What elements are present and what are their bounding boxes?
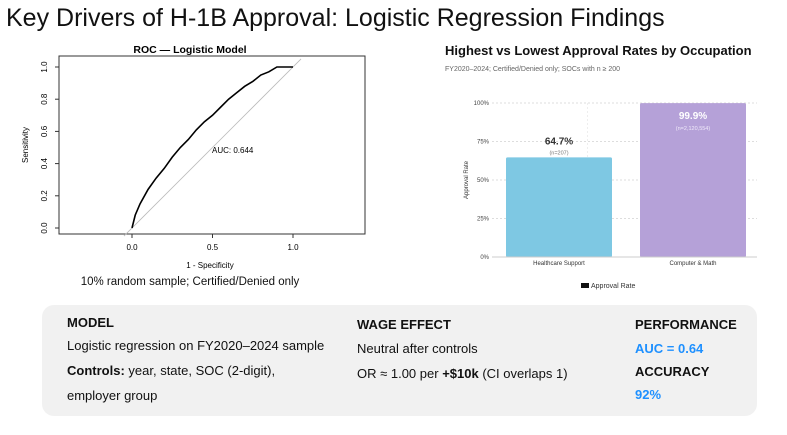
roc-title: ROC — Logistic Model: [133, 44, 246, 56]
roc-ytick-label: 0.8: [40, 93, 49, 105]
roc-ytick-label: 0.0: [40, 222, 49, 234]
bar-subtitle: FY2020–2024; Certified/Denied only; SOCs…: [445, 66, 621, 73]
bar-0: [506, 157, 612, 257]
model-controls: Controls: year, state, SOC (2-digit),: [67, 363, 275, 378]
roc-xlabel: 1 - Specificity: [186, 261, 234, 270]
roc-ytick-label: 0.6: [40, 125, 49, 137]
bar-value-label: 64.7%: [545, 136, 573, 147]
roc-caption: 10% random sample; Certified/Denied only: [80, 276, 300, 288]
or-increment: +$10k: [442, 366, 479, 381]
bar-n-label: (n=207): [549, 150, 568, 156]
bar-ytick-label: 50%: [477, 178, 490, 184]
roc-xtick-label: 0.0: [126, 243, 138, 252]
roc-ytick-label: 1.0: [40, 61, 49, 73]
wage-odds-ratio: OR ≈ 1.00 per +$10k (CI overlaps 1): [357, 366, 568, 381]
model-description: Logistic regression on FY2020–2024 sampl…: [67, 338, 325, 353]
bar-ytick-label: 75%: [477, 140, 490, 146]
bar-ytick-label: 100%: [474, 101, 490, 107]
bar-category-label: Computer & Math: [669, 261, 716, 267]
roc-reference-line: [123, 58, 302, 237]
wage-heading: WAGE EFFECT: [357, 317, 451, 332]
bar-ytick-label: 0%: [480, 255, 489, 261]
controls-label: Controls:: [67, 363, 125, 378]
or-ci: (CI overlaps 1): [478, 366, 568, 381]
bar-n-label: (n=2,120,554): [676, 126, 711, 132]
bar-title: Highest vs Lowest Approval Rates by Occu…: [445, 43, 752, 58]
roc-ytick-label: 0.2: [40, 190, 49, 202]
roc-xtick-label: 1.0: [287, 243, 299, 252]
auc-value: AUC = 0.64: [635, 341, 704, 356]
slide-title: Key Drivers of H-1B Approval: Logistic R…: [6, 4, 665, 32]
bar-ytick-label: 25%: [477, 217, 490, 223]
model-heading: MODEL: [67, 315, 114, 330]
model-controls-cont: employer group: [67, 388, 158, 403]
roc-plot-frame: [58, 55, 366, 235]
accuracy-value: 92%: [635, 387, 662, 402]
controls-list: year, state, SOC (2-digit),: [124, 363, 276, 378]
roc-chart: ROC — Logistic Model 0.0 0.5 1.0 0.0 0.2 0.4 0…: [21, 44, 366, 270]
summary-panel: MODEL Logistic regression on FY2020–2024…: [42, 305, 757, 416]
performance-heading: PERFORMANCE: [635, 317, 737, 332]
roc-auc-annotation: AUC: 0.644: [212, 146, 254, 155]
bar-chart: 0% 25% 50% 75% 100% 64.7% (n=207) Healthcare Su…: [464, 101, 757, 290]
legend-label: Approval Rate: [591, 283, 635, 290]
wage-result: Neutral after controls: [357, 341, 478, 356]
roc-ytick-label: 0.4: [40, 157, 49, 169]
roc-ylabel: Sensitivity: [21, 127, 30, 163]
or-text: OR ≈ 1.00 per: [357, 366, 443, 381]
roc-xtick-label: 0.5: [207, 243, 219, 252]
bar-category-label: Healthcare Support: [533, 261, 585, 267]
bar-1: [640, 103, 746, 258]
legend-swatch: [581, 283, 589, 288]
bar-ylabel: Approval Rate: [464, 160, 470, 199]
bar-value-label: 99.9%: [679, 111, 707, 122]
roc-curve: [131, 66, 293, 229]
accuracy-heading: ACCURACY: [635, 364, 710, 379]
